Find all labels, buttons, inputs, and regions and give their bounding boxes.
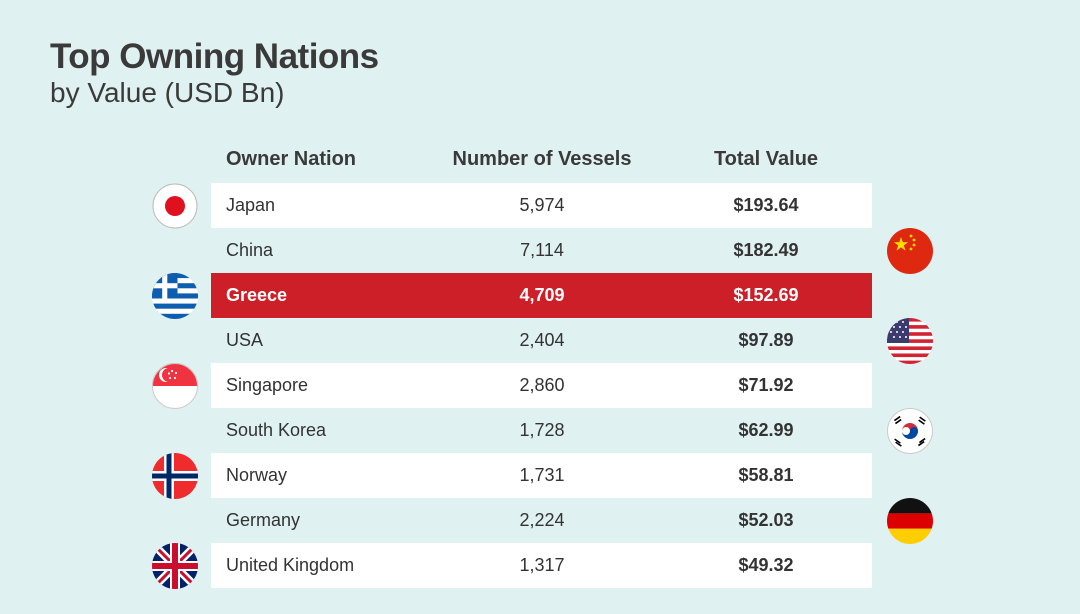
vessel-count: 5,974 [519, 195, 565, 215]
nation-name: South Korea [226, 420, 327, 440]
table-row: China 7,114 $182.49 [211, 228, 872, 273]
south-korea-flag-icon [887, 407, 933, 454]
uk-flag-icon [152, 542, 198, 589]
nation-name: United Kingdom [226, 555, 355, 575]
table-row: Norway 1,731 $58.81 [211, 453, 872, 498]
singapore-flag-icon [152, 362, 198, 409]
vessel-count: 7,114 [520, 240, 564, 260]
table-row: South Korea 1,728 $62.99 [211, 408, 872, 453]
table-row: Singapore 2,860 $71.92 [211, 363, 872, 408]
total-value: $97.89 [738, 330, 794, 350]
table-row: Greece 4,709 $152.69 [211, 273, 872, 318]
vessel-count: 2,224 [519, 510, 565, 530]
usa-flag-icon [887, 317, 933, 364]
total-value: $182.49 [733, 240, 799, 260]
vessel-count: 1,728 [519, 420, 565, 440]
chart-title: Top Owning Nations [50, 37, 379, 76]
total-value: $49.32 [738, 555, 794, 575]
nation-name: Singapore [226, 375, 309, 395]
total-value: $152.69 [733, 285, 799, 305]
vessel-count: 2,404 [519, 330, 565, 350]
header-total-value: Total Value [713, 148, 819, 170]
header-owner-nation: Owner Nation [226, 148, 357, 170]
japan-flag-icon [152, 183, 198, 229]
nation-name: Greece [226, 285, 288, 305]
chart-subtitle: by Value (USD Bn) [50, 77, 285, 108]
table-row: United Kingdom 1,317 $49.32 [211, 543, 872, 588]
title-block: Top Owning Nations by Value (USD Bn) [50, 38, 379, 110]
norway-flag-icon [152, 452, 198, 499]
table-body: Japan 5,974 $193.64 China 7,114 $182.49 Greece… [211, 183, 872, 588]
header-number-of-vessels: Number of Vessels [452, 148, 632, 170]
greece-flag-icon [152, 272, 198, 319]
nation-name: USA [226, 330, 264, 350]
total-value: $58.81 [738, 465, 794, 485]
vessel-count: 4,709 [519, 285, 565, 305]
china-flag-icon [887, 227, 933, 274]
total-value: $52.03 [738, 510, 794, 530]
nation-name: China [226, 240, 274, 260]
vessel-count: 1,731 [519, 465, 565, 485]
nation-name: Japan [226, 195, 276, 215]
nations-table: Owner Nation Number of Vessels Total Val… [211, 138, 872, 588]
table-row: USA 2,404 $97.89 [211, 318, 872, 363]
vessel-count: 2,860 [519, 375, 565, 395]
nation-name: Norway [226, 465, 288, 485]
germany-flag-icon [887, 497, 933, 544]
table-row: Japan 5,974 $193.64 [211, 183, 872, 228]
total-value: $62.99 [738, 420, 794, 440]
nation-name: Germany [226, 510, 301, 530]
total-value: $193.64 [733, 195, 799, 215]
table-row: Germany 2,224 $52.03 [211, 498, 872, 543]
vessel-count: 1,317 [519, 555, 565, 575]
table-header: Owner Nation Number of Vessels Total Val… [211, 138, 872, 183]
total-value: $71.92 [738, 375, 794, 395]
